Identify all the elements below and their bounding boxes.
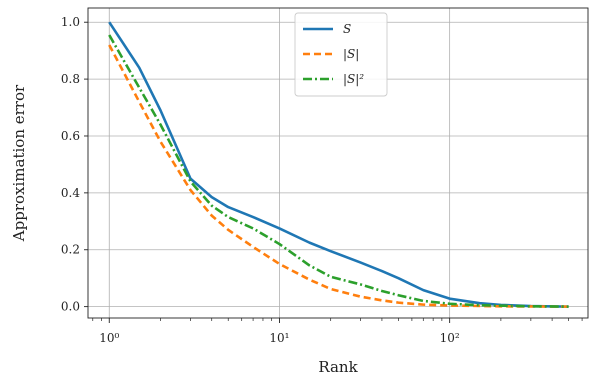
legend: S |S| |S|² (294, 12, 388, 97)
x-tick-label: 10² (440, 331, 460, 345)
y-tick-label: 0.0 (61, 300, 80, 314)
series-line (108, 34, 569, 308)
axis-ticks: 0.0 0.2 0.4 0.6 0.8 1.0 10⁰ 10¹ 10² (61, 15, 583, 345)
x-tick-label: 10¹ (269, 331, 289, 345)
legend-entry: |S|² (343, 72, 364, 86)
x-axis-label: Rank (318, 358, 358, 376)
legend-entry: |S| (343, 47, 359, 61)
series-line (108, 44, 569, 308)
legend-entry: S (343, 22, 351, 36)
series-line (108, 21, 569, 308)
plot-frame (87, 7, 589, 319)
x-tick-label: 10⁰ (99, 331, 119, 345)
y-tick-label: 0.4 (61, 186, 80, 200)
y-tick-label: 0.2 (61, 243, 80, 257)
legend-box (294, 12, 388, 97)
y-axis-label: Approximation error (10, 84, 28, 242)
series-lines (108, 21, 569, 308)
y-tick-label: 0.8 (61, 72, 80, 86)
y-tick-label: 0.6 (61, 129, 80, 143)
y-tick-label: 1.0 (61, 15, 80, 29)
